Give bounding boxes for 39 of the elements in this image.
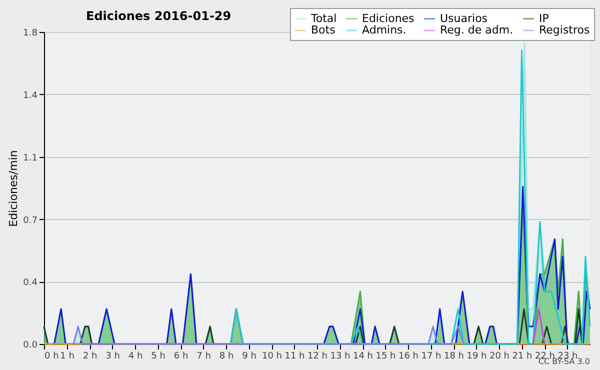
- x-tick-label: 1 h: [60, 352, 74, 362]
- x-tick-label: 10 h: [262, 352, 282, 362]
- y-tick-label: 1.4: [23, 90, 38, 101]
- legend-label: Ediciones: [362, 12, 415, 25]
- x-tick-label: 12 h: [307, 352, 328, 362]
- x-tick-label: 6 h: [174, 352, 188, 362]
- text: CC BY-SA 3.0: [538, 357, 590, 366]
- y-tick-label: 1.1: [23, 153, 38, 164]
- x-tick-label: 9 h: [242, 352, 256, 362]
- legend-label: Admins.: [362, 24, 406, 36]
- x-tick-label: 17 h: [421, 352, 442, 362]
- x-tick-label: 16 h: [398, 352, 419, 362]
- legend-label: Reg. de adm.: [440, 24, 514, 36]
- x-tick-label: 18 h: [444, 352, 464, 362]
- legend-label: Bots: [311, 24, 336, 36]
- x-tick-label: 14 h: [352, 352, 374, 362]
- chart-title: Ediciones 2016-01-29: [86, 9, 232, 23]
- y-axis-title: Ediciones/min: [7, 150, 20, 227]
- x-tick-label: 7 h: [196, 352, 211, 362]
- x-tick-label: 15 h: [376, 352, 396, 362]
- y-tick-label: 0.4: [23, 278, 38, 288]
- x-tick-label: 0 h: [44, 352, 59, 362]
- legend-label: Total: [310, 12, 337, 25]
- legend-label: Usuarios: [440, 12, 488, 25]
- x-tick-label: 4 h: [128, 352, 143, 362]
- y-tick-label: 0.0: [23, 340, 38, 350]
- legend-label: IP: [539, 12, 550, 25]
- x-tick-label: 20 h: [489, 352, 510, 362]
- x-tick-label: 21 h: [512, 352, 532, 362]
- legend-label: Registros: [539, 24, 590, 36]
- x-tick-label: 2 h: [82, 352, 98, 362]
- x-tick-label: 5 h: [151, 352, 166, 362]
- x-tick-label: 3 h: [106, 352, 120, 362]
- y-tick-label: 1.8: [23, 28, 38, 38]
- x-tick-label: 8 h: [219, 352, 234, 362]
- x-tick-label: 11 h: [284, 352, 305, 362]
- x-tick-label: 13 h: [330, 352, 350, 362]
- y-tick-label: 0.7: [23, 216, 38, 226]
- x-tick-label: 19 h: [466, 352, 487, 362]
